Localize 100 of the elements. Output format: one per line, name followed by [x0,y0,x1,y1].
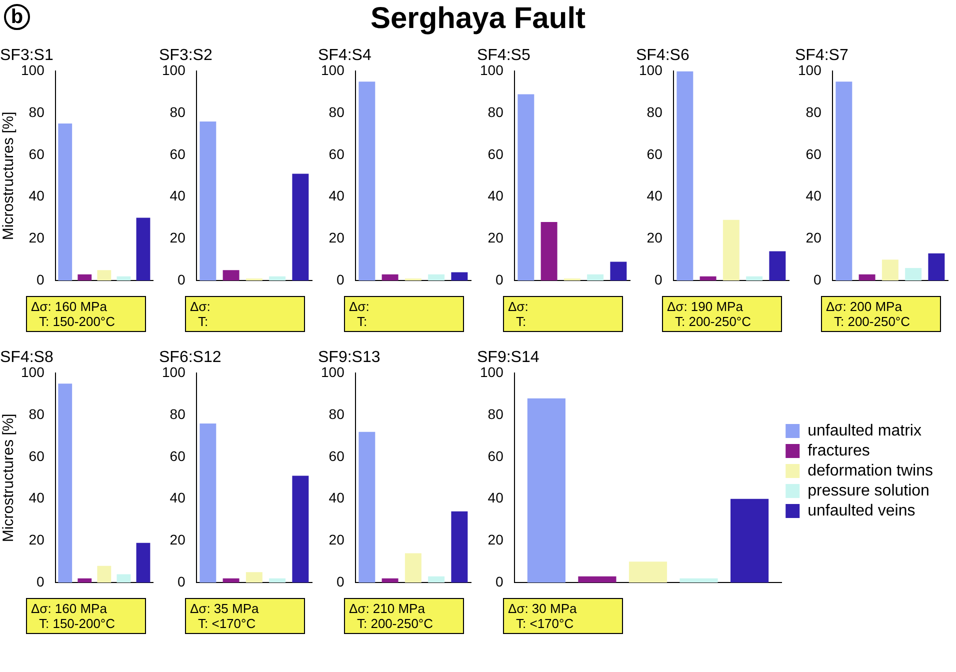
bar [451,272,468,281]
text: T: [515,314,528,329]
text: b [4,4,30,30]
chart-title: SF6:S12 [159,349,222,366]
bar [200,121,216,281]
y-tick-label: 80 [488,104,504,120]
y-tick-label: 40 [28,188,45,204]
y-tick-label: 20 [28,230,45,246]
y-tick-label: 40 [328,188,345,204]
y-tick-label: 100 [480,62,504,78]
text: T: <170°C [515,616,575,631]
bar [928,253,945,281]
chart-title: SF3:S2 [159,47,212,64]
y-tick-label: 60 [328,448,345,464]
y-tick-label: 0 [496,271,504,288]
bar [358,82,376,281]
bar [527,398,566,583]
chart-title: SF9:S14 [477,349,540,366]
bar [518,94,534,281]
y-tick-label: 40 [646,188,663,204]
text: Serghaya Fault [370,2,586,35]
y-tick-label: 20 [328,532,345,548]
bar [578,576,616,583]
text: T: 200-250°C [833,314,912,329]
bar [905,268,922,281]
y-tick-label: 60 [806,146,822,162]
y-tick-label: 80 [28,406,45,422]
text: Δσ: 200 MPa [826,299,903,314]
legend-label: unfaulted matrix [808,422,922,440]
bar [858,274,876,281]
y-tick-label: 20 [646,230,663,246]
y-tick-label: 0 [36,573,45,590]
y-tick-label: 80 [488,406,504,422]
bar [700,276,716,281]
y-tick-label: 100 [162,62,186,78]
bar [540,222,558,281]
bar [222,270,240,281]
y-tick-label: 100 [321,62,345,78]
y-tick-label: 0 [336,573,345,590]
bar [769,251,786,281]
y-tick-label: 80 [170,406,186,422]
y-tick-label: 80 [328,406,345,422]
y-tick-label: 80 [328,104,345,120]
y-tick-label: 40 [488,188,504,204]
y-tick-label: 20 [28,532,45,548]
y-tick-label: 60 [170,146,186,162]
bar [97,566,112,583]
bar [269,578,286,583]
y-tick-label: 80 [28,104,45,120]
text: Δσ: [190,299,212,314]
y-tick-label: 0 [654,271,663,288]
legend-label: fractures [808,442,870,460]
bar [730,498,769,583]
y-tick-label: 20 [488,532,504,548]
y-tick-label: 0 [36,271,45,288]
text: Δσ: 30 MPa [508,601,578,616]
bar [722,220,740,281]
text: T: <170°C [197,616,257,631]
text: T: 200-250°C [674,314,752,329]
y-tick-label: 60 [170,448,186,464]
text: T: [197,314,210,329]
text: Δσ: 35 MPa [190,601,260,616]
y-tick-label: 40 [488,490,504,506]
bar [587,274,604,281]
y-tick-label: 40 [170,188,186,204]
text: T: 150-200°C [38,314,116,329]
bar [58,384,72,583]
y-tick-label: 20 [170,532,186,548]
bar [116,276,131,281]
y-tick-label: 100 [321,364,345,380]
bar [882,260,898,281]
y-tick-label: 0 [336,271,345,288]
bar [200,423,216,583]
y-tick-label: 40 [328,490,345,506]
y-tick-label: 20 [806,230,822,246]
y-tick-label: 100 [639,62,663,78]
y-tick-label: 40 [170,490,186,506]
y-tick-label: 0 [178,271,186,288]
y-tick-label: 80 [170,104,186,120]
bar [451,511,468,583]
text: Δσ: 160 MPa [31,299,108,314]
y-tick-label: 40 [28,490,45,506]
y-axis-title: Microstructures [%] [0,414,18,542]
bar [136,218,150,281]
chart-title: SF4:S8 [0,349,54,366]
y-tick-label: 0 [496,573,504,590]
y-tick-label: 60 [328,146,345,162]
bar [680,578,718,583]
bar [746,276,763,281]
text: Δσ: 160 MPa [31,601,108,616]
chart-title: SF4:S5 [477,47,530,64]
legend-label: pressure solution [808,482,930,500]
bar [292,476,309,583]
bar [78,274,92,281]
legend-label: deformation twins [808,462,933,480]
text: T: 200-250°C [356,616,434,631]
y-tick-label: 60 [488,146,504,162]
bar [116,574,131,583]
y-tick-label: 100 [21,62,45,78]
bar [78,578,92,583]
